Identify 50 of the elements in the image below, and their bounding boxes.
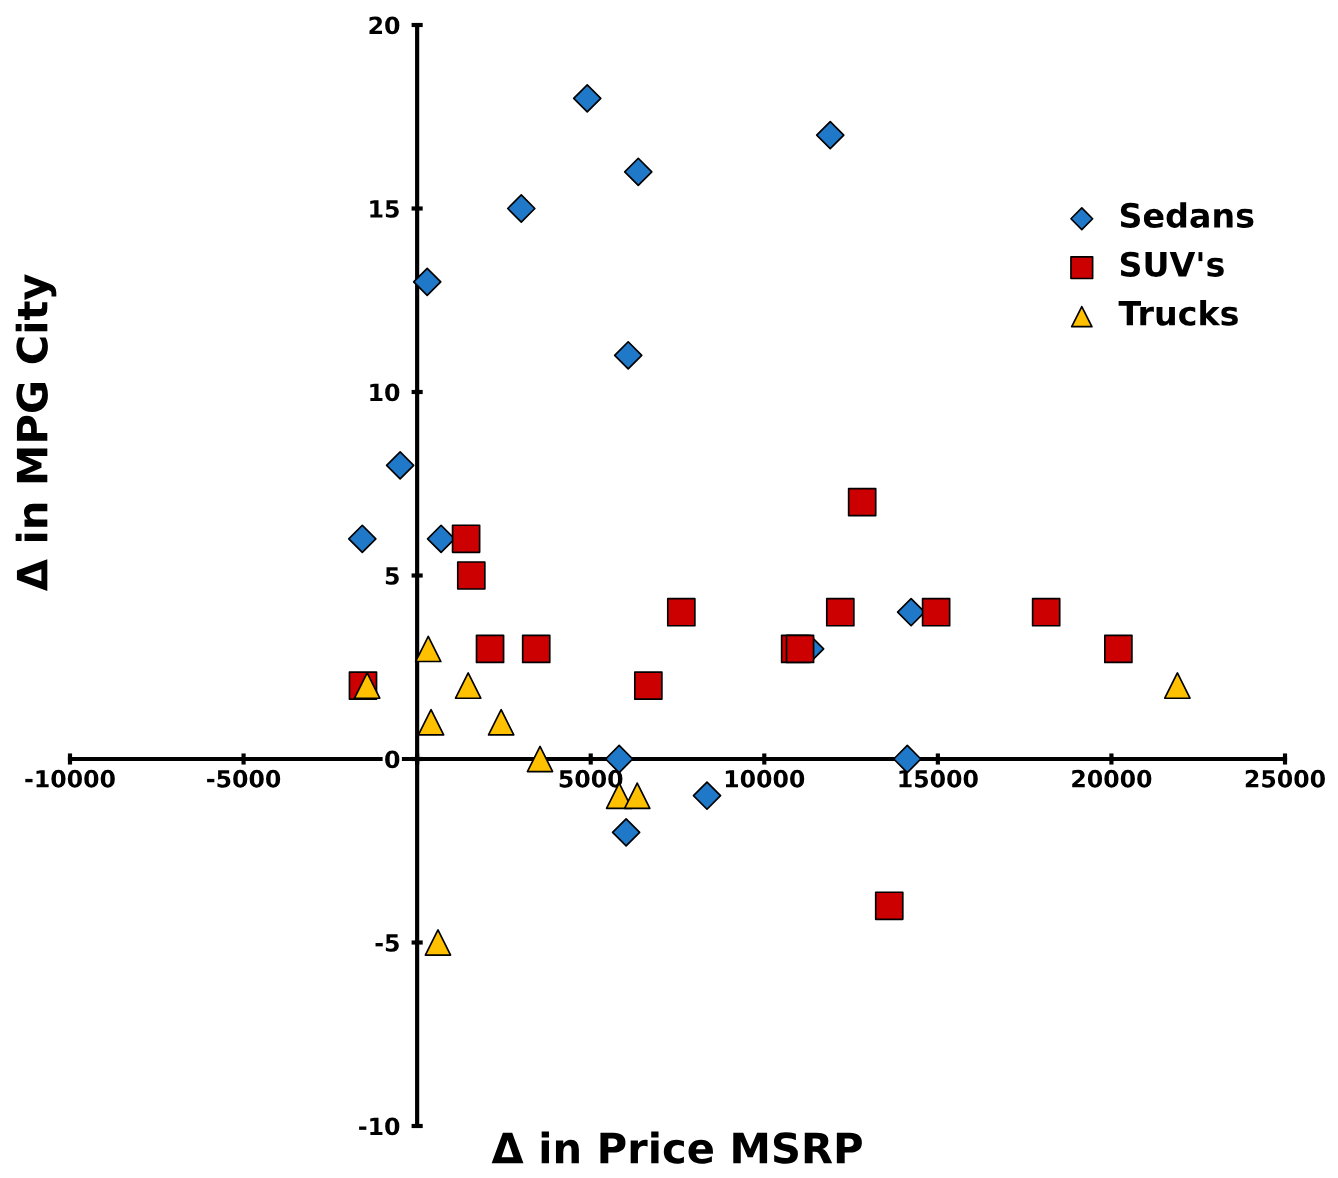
x-axis-title: Δ in Price MSRP — [491, 1131, 862, 1164]
point — [417, 708, 445, 736]
point — [1103, 634, 1133, 664]
point — [623, 782, 651, 810]
point — [572, 84, 602, 113]
y-tick-label: -10 — [359, 1117, 400, 1136]
point — [611, 818, 641, 847]
x-tick-label: 15000 — [899, 769, 978, 788]
x-tick-label: 5000 — [559, 769, 623, 788]
legend-label: SUV's — [1120, 251, 1224, 277]
x-tick-label: 25000 — [1245, 769, 1325, 788]
x-tick-label: 20000 — [1072, 769, 1152, 788]
point — [424, 929, 452, 956]
point — [451, 524, 481, 554]
point — [1031, 597, 1061, 627]
y-tick-label: 20 — [369, 16, 400, 35]
point — [353, 672, 381, 700]
x-tick-label: 10000 — [725, 769, 805, 788]
point — [521, 634, 551, 664]
y-tick-label: 10 — [370, 383, 400, 402]
point — [874, 891, 904, 921]
point — [633, 671, 663, 700]
y-tick-label: -5 — [375, 934, 399, 952]
point — [456, 561, 486, 590]
y-tick-label: 0 — [385, 750, 400, 769]
legend-label: Trucks — [1118, 300, 1238, 326]
point — [613, 340, 643, 370]
point — [475, 634, 505, 664]
point — [825, 597, 855, 627]
point — [847, 487, 877, 517]
point — [666, 597, 696, 627]
y-tick-label: 5 — [385, 567, 399, 585]
point — [385, 451, 415, 480]
x-tick-label: -5000 — [207, 769, 281, 788]
point — [506, 194, 536, 223]
point — [1163, 672, 1191, 700]
y-axis-title: Δ in MPG City — [15, 274, 57, 592]
point — [921, 597, 951, 627]
point — [692, 781, 722, 811]
point — [623, 157, 653, 187]
point — [347, 524, 377, 554]
point — [487, 708, 515, 736]
legend-label: Sedans — [1120, 202, 1254, 228]
y-tick-label: 15 — [370, 200, 399, 218]
x-tick-label: -10000 — [25, 769, 115, 788]
point — [412, 267, 442, 297]
point — [815, 120, 845, 150]
point — [414, 635, 442, 663]
point — [454, 672, 482, 700]
point — [526, 745, 554, 773]
